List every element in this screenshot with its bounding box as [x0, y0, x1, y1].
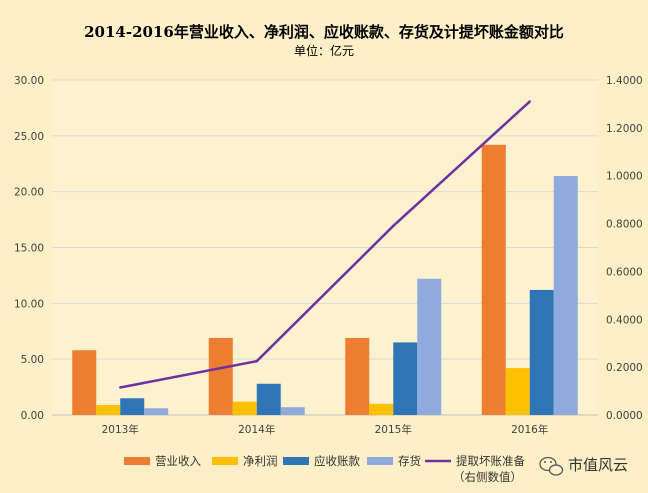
legend-swatch	[124, 457, 150, 465]
line-path	[120, 100, 531, 389]
bar	[369, 403, 394, 415]
wechat-icon	[539, 456, 564, 476]
legend-label: 营业收入	[155, 454, 201, 468]
bar	[120, 398, 145, 415]
legend-label: 提取坏账准备	[456, 454, 525, 468]
bar	[256, 383, 281, 415]
right-tick-label: 0.2000	[606, 362, 643, 374]
left-tick-label: 15.00	[14, 243, 44, 255]
bar	[393, 342, 418, 415]
x-tick-label: 2015年	[375, 423, 412, 436]
right-tick-label: 0.4000	[606, 314, 643, 326]
chart-title: 2014-2016年营业收入、净利润、应收账款、存货及计提坏账金额对比	[84, 23, 564, 41]
right-tick-label: 0.0000	[606, 410, 643, 422]
legend-swatch	[283, 457, 309, 465]
line-series	[119, 100, 531, 389]
left-tick-label: 0.00	[21, 410, 44, 422]
legend-swatch	[367, 457, 393, 465]
bar	[505, 368, 530, 415]
bar	[553, 176, 578, 415]
right-tick-label: 1.2000	[606, 123, 643, 135]
left-tick-label: 25.00	[14, 131, 44, 143]
watermark-text: 市值风云	[568, 456, 628, 474]
line-point	[392, 224, 395, 228]
left-tick-label: 10.00	[14, 298, 44, 310]
left-tick-label: 30.00	[14, 75, 44, 87]
bar	[72, 350, 97, 415]
legend: 营业收入 净利润 应收账款 存货 提取坏账准备 （右侧数值）	[124, 454, 525, 484]
line-point	[528, 100, 531, 103]
right-tick-label: 1.0000	[606, 171, 643, 183]
right-tick-label: 1.4000	[606, 75, 643, 87]
left-axis-ticks: 0.00 5.00 10.00 15.00 20.00 25.00 30.00	[14, 75, 44, 422]
bar	[529, 289, 554, 415]
bar	[417, 278, 442, 415]
right-tick-label: 0.6000	[606, 266, 643, 278]
bar	[144, 408, 169, 415]
legend-swatch	[212, 457, 238, 465]
left-tick-label: 20.00	[14, 187, 44, 199]
x-tick-label: 2014年	[238, 423, 275, 436]
chart-subtitle: 单位：亿元	[294, 43, 354, 58]
bar	[345, 337, 370, 415]
bar	[232, 401, 257, 415]
bar	[280, 407, 305, 415]
legend-label-note: （右侧数值）	[453, 470, 522, 484]
legend-label: 存货	[398, 454, 421, 468]
line-point	[255, 359, 258, 363]
bar	[208, 337, 233, 415]
bar	[481, 144, 506, 415]
right-axis-ticks: 0.0000 0.2000 0.4000 0.6000 0.8000 1.0000 1.20…	[606, 75, 643, 422]
line-point	[119, 386, 122, 389]
bars	[72, 144, 578, 415]
legend-label: 净利润	[243, 454, 278, 468]
legend-label: 应收账款	[314, 454, 360, 468]
x-tick-label: 2013年	[102, 423, 139, 436]
x-tick-label: 2016年	[511, 423, 548, 436]
x-axis-ticks: 2013年 2014年 2015年 2016年	[102, 423, 549, 436]
left-tick-label: 5.00	[21, 354, 44, 366]
bar	[96, 404, 121, 415]
right-tick-label: 0.8000	[606, 219, 643, 231]
watermark: 市值风云	[539, 456, 628, 476]
